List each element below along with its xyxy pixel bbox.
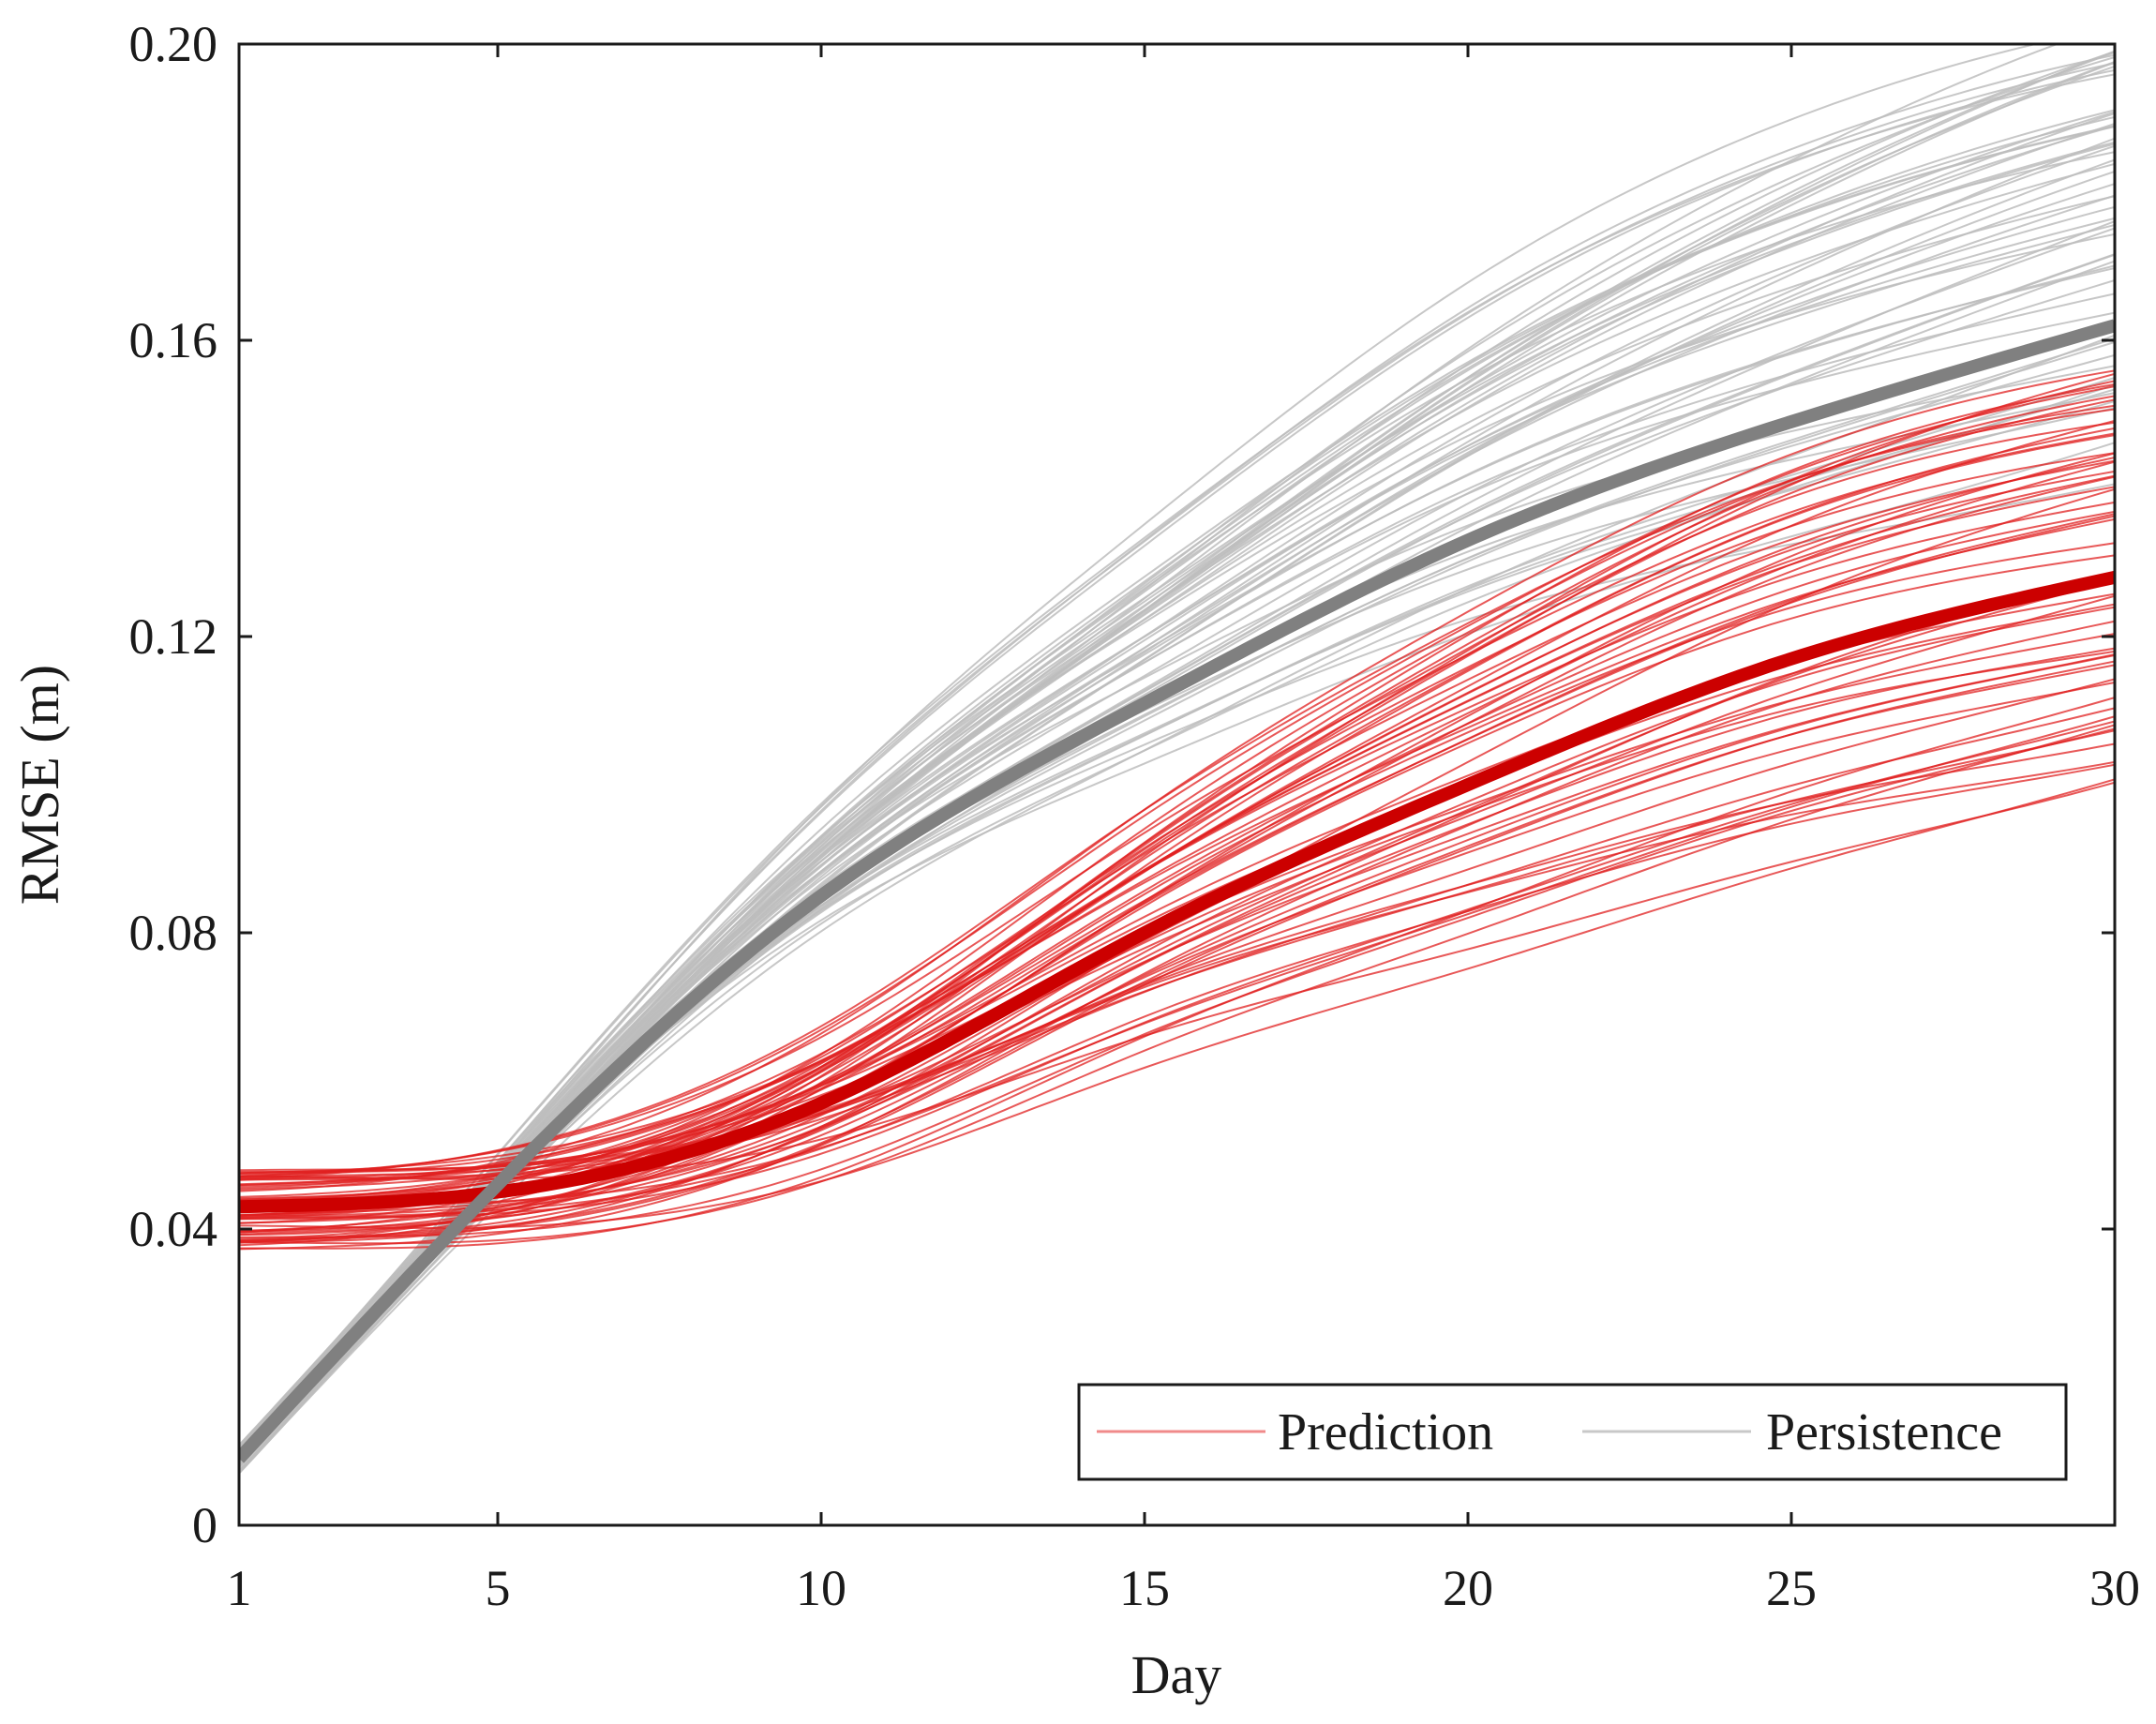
ensemble-line-prediction [239, 603, 2115, 1186]
ensemble-line-prediction [239, 742, 2115, 1178]
y-axis-title: RMSE (m) [9, 665, 70, 905]
ensemble-line-prediction [239, 727, 2115, 1238]
ensemble-line-prediction [239, 434, 2115, 1247]
ensemble-line-prediction [239, 369, 2115, 1192]
ensemble-line-prediction [239, 432, 2115, 1177]
y-tick-label: 0.12 [129, 608, 218, 665]
x-tick-label: 1 [227, 1560, 252, 1616]
ensemble-line-persistence [239, 44, 2040, 1465]
ensemble-line-prediction [239, 419, 2115, 1201]
ensemble-line-prediction [239, 697, 2115, 1250]
ensemble-line-prediction [239, 781, 2115, 1180]
y-tick-label: 0.20 [129, 16, 218, 72]
ensemble-line-prediction [239, 554, 2115, 1233]
y-tick-labels: 0 0.04 0.08 0.12 0.16 0.20 [129, 16, 218, 1553]
ensemble-line-persistence [239, 195, 2115, 1460]
legend-label-prediction: Prediction [1278, 1403, 1493, 1462]
ensemble-line-persistence [239, 227, 2115, 1447]
legend-label-persistence: Persistence [1766, 1403, 2002, 1462]
plot-frame [237, 42, 2117, 1527]
ensemble-line-prediction [239, 660, 2115, 1243]
x-tick-label: 15 [1119, 1560, 1170, 1616]
ensemble-line-prediction [239, 715, 2115, 1205]
mean-line-persistence [239, 319, 2115, 1463]
mean-lines [239, 319, 2115, 1463]
plot-background [239, 44, 2115, 1525]
ensemble-line-prediction [239, 606, 2115, 1242]
x-tick-label: 30 [2089, 1560, 2140, 1616]
ensemble-line-persistence [239, 144, 2115, 1458]
x-tick-label: 10 [796, 1560, 846, 1616]
y-tick-label: 0.16 [129, 312, 218, 368]
y-tick-label: 0 [192, 1497, 217, 1553]
mean-line-prediction [239, 570, 2115, 1214]
ensemble-line-prediction [239, 654, 2115, 1232]
ensemble-line-persistence [239, 68, 2115, 1456]
x-tick-label: 25 [1766, 1560, 1817, 1616]
x-tick-label: 5 [486, 1560, 511, 1616]
ensemble-line-prediction [239, 707, 2115, 1181]
ensemble-line-persistence [239, 112, 2115, 1447]
axis-ticks [237, 42, 2117, 1527]
y-tick-label: 0.08 [129, 905, 218, 961]
ensemble-line-prediction [239, 778, 2115, 1229]
ensemble-line-prediction [239, 460, 2115, 1176]
x-tick-labels: 1 5 10 15 20 25 30 [227, 1560, 2141, 1616]
ensemble-line-prediction [239, 517, 2115, 1175]
ensemble-line-prediction [239, 459, 2115, 1190]
y-tick-label: 0.04 [129, 1201, 218, 1257]
x-tick-label: 20 [1443, 1560, 1493, 1616]
ensemble-line-prediction [239, 763, 2115, 1221]
legend: Prediction Persistence [1077, 1383, 2068, 1481]
ensemble-line-persistence [239, 194, 2115, 1448]
x-axis-title: Day [1131, 1644, 1222, 1705]
ensemble-line-prediction [239, 724, 2115, 1245]
